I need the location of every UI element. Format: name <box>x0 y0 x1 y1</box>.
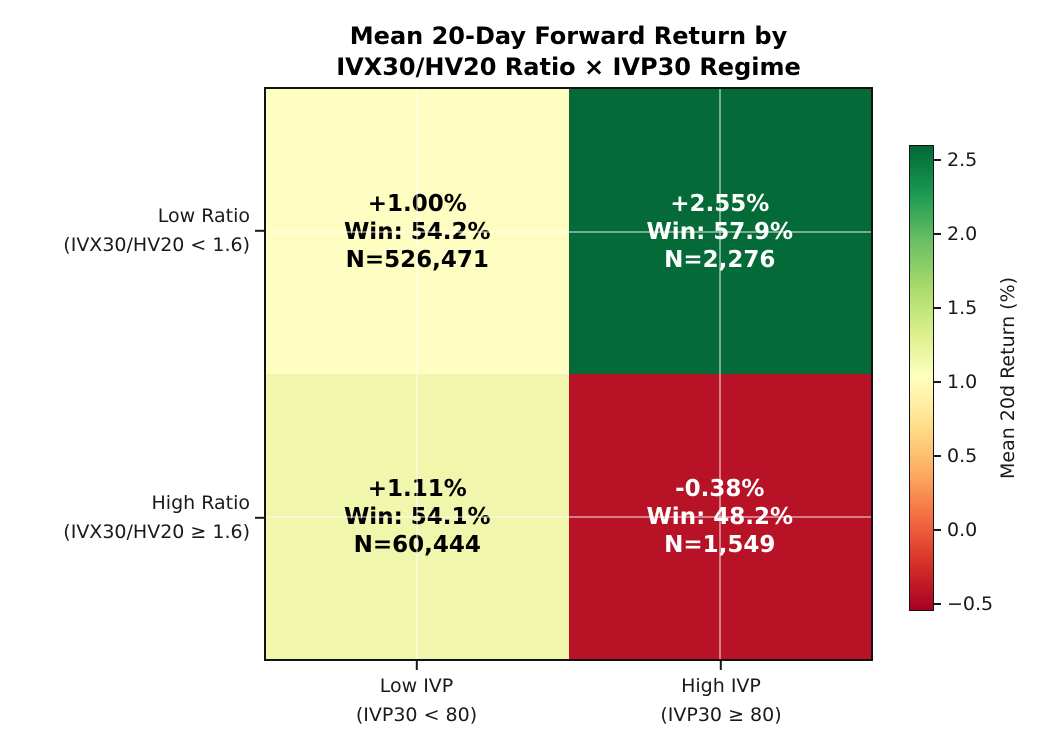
gridline-horizontal-2 <box>266 515 871 518</box>
chart-title: Mean 20-Day Forward Return by IVX30/HV20… <box>264 21 873 83</box>
colorbar-tick-label: 2.5 <box>947 148 978 171</box>
cell-sample-size: N=526,471 <box>345 246 489 273</box>
colorbar-tick-label: 1.0 <box>947 370 978 393</box>
x-axis-tick-1 <box>415 661 418 670</box>
y-axis-tick-1 <box>255 229 264 232</box>
colorbar-tick-label: 0.5 <box>947 444 978 467</box>
colorbar-tick-mark <box>934 380 941 383</box>
colorbar-tick-label: 0.0 <box>947 518 978 541</box>
heatmap: +1.00% Win: 54.2% N=526,471 +2.55% Win: … <box>264 87 873 661</box>
cell-sample-size: N=2,276 <box>664 246 776 273</box>
x-tick-label-line2: (IVP30 ≥ 80) <box>660 704 782 726</box>
cell-win-rate: Win: 48.2% <box>646 503 794 530</box>
cell-sample-size: N=1,549 <box>664 531 776 558</box>
colorbar-tick-label: −0.5 <box>947 592 994 615</box>
heatmap-cell-lowratio-highivp: +2.55% Win: 57.9% N=2,276 <box>568 89 871 374</box>
cell-return-value: +2.55% <box>670 190 770 217</box>
x-tick-label-line2: (IVP30 < 80) <box>355 704 478 726</box>
x-axis-tick-2 <box>719 661 723 670</box>
gridline-horizontal-1 <box>266 230 871 233</box>
heatmap-cell-highratio-lowivp: +1.11% Win: 54.1% N=60,444 <box>266 374 569 659</box>
colorbar-tick-mark <box>934 528 941 531</box>
cell-return-value: -0.38% <box>675 475 765 502</box>
heatmap-cell-lowratio-lowivp: +1.00% Win: 54.2% N=526,471 <box>266 89 569 374</box>
y-tick-label-line1: High Ratio <box>151 491 251 514</box>
cell-win-rate: Win: 54.2% <box>343 218 491 245</box>
x-tick-label-line1: High IVP <box>681 675 761 697</box>
cell-win-rate: Win: 54.1% <box>343 503 491 530</box>
y-tick-label-line2: (IVX30/HV20 ≥ 1.6) <box>63 520 250 543</box>
y-tick-label-high-ratio: High Ratio (IVX30/HV20 ≥ 1.6) <box>0 489 250 547</box>
colorbar-tick-label: 1.5 <box>947 296 978 319</box>
colorbar-tick-mark <box>934 158 941 161</box>
x-tick-label-low-ivp: Low IVP (IVP30 < 80) <box>267 672 567 730</box>
heatmap-cell-highratio-highivp: -0.38% Win: 48.2% N=1,549 <box>568 374 871 659</box>
colorbar-tick-mark <box>934 232 941 235</box>
x-tick-label-line1: Low IVP <box>379 675 454 697</box>
cell-sample-size: N=60,444 <box>353 531 481 558</box>
colorbar-ticks: 2.5 2.0 1.5 1.0 0.5 0.0 −0.5 <box>934 145 1024 615</box>
cell-return-value: +1.11% <box>367 475 467 502</box>
colorbar-tick-label: 2.0 <box>947 222 978 245</box>
chart-title-line2: IVX30/HV20 Ratio × IVP30 Regime <box>336 53 801 81</box>
y-axis-tick-2 <box>255 516 264 519</box>
colorbar-tick-mark <box>934 306 941 309</box>
x-tick-label-high-ivp: High IVP (IVP30 ≥ 80) <box>571 672 871 730</box>
chart-title-line1: Mean 20-Day Forward Return by <box>349 22 788 50</box>
y-tick-label-line2: (IVX30/HV20 < 1.6) <box>63 233 250 256</box>
heatmap-cells: +1.00% Win: 54.2% N=526,471 +2.55% Win: … <box>266 89 871 659</box>
colorbar-gradient <box>909 145 934 611</box>
cell-win-rate: Win: 57.9% <box>646 218 794 245</box>
colorbar-axis-label: Mean 20d Return (%) <box>997 276 1019 480</box>
colorbar-tick-mark <box>934 602 941 605</box>
gridline-vertical-2 <box>718 89 721 659</box>
colorbar-tick-mark <box>934 454 941 457</box>
y-tick-label-line1: Low Ratio <box>157 204 250 227</box>
gridline-vertical-1 <box>416 89 419 659</box>
y-tick-label-low-ratio: Low Ratio (IVX30/HV20 < 1.6) <box>0 202 250 260</box>
cell-return-value: +1.00% <box>367 190 467 217</box>
